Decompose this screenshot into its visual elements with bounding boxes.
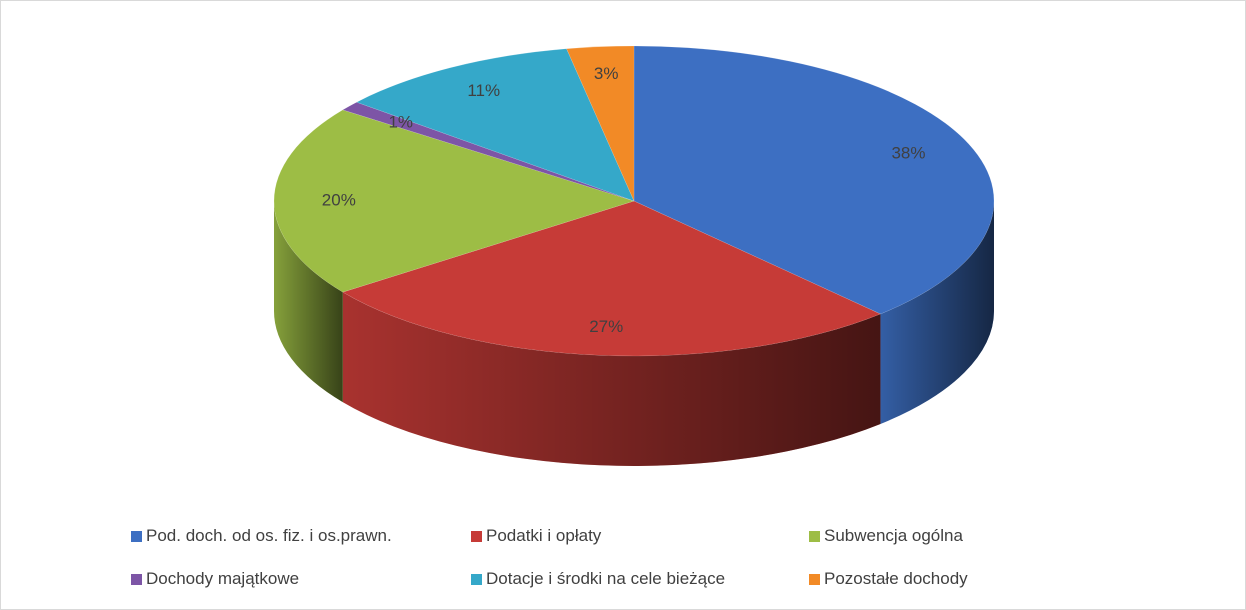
slice (566, 45, 635, 202)
legend-item: Dotacje i środki na cele bieżące (471, 569, 725, 589)
data-label: 27% (589, 317, 623, 336)
legend-swatch (471, 573, 482, 585)
slice (342, 200, 882, 357)
legend-label: Pod. doch. od os. fiz. i os.prawn. (146, 526, 392, 545)
legend-label: Podatki i opłaty (486, 526, 602, 545)
legend-item: Pozostałe dochody (809, 569, 968, 589)
legend-label: Dochody majątkowe (146, 569, 300, 588)
legend-label: Dotacje i środki na cele bieżące (486, 569, 726, 588)
slice-side-shade (274, 201, 343, 403)
data-label: 1% (388, 113, 413, 132)
slice (633, 45, 995, 315)
legend-item: Pod. doch. od os. fiz. i os.prawn. (131, 526, 392, 546)
legend-swatch (809, 530, 820, 542)
slice-side-shade (342, 292, 881, 466)
legend-item: Subwencja ogólna (809, 526, 963, 546)
legend-swatch (131, 530, 142, 542)
legend-item: Dochody majątkowe (131, 569, 299, 589)
legend-swatch (471, 530, 482, 542)
legend-item: Podatki i opłaty (471, 526, 601, 546)
slice (342, 101, 635, 202)
legend-label: Pozostałe dochody (824, 569, 968, 588)
data-label: 20% (322, 190, 356, 209)
data-label: 3% (594, 64, 619, 83)
slice (273, 109, 635, 293)
slice-side-shade (880, 201, 994, 424)
data-label: 11% (467, 81, 500, 100)
legend-swatch (809, 573, 820, 585)
data-label: 38% (891, 144, 925, 163)
legend-swatch (131, 573, 142, 585)
legend-label: Subwencja ogólna (824, 526, 963, 545)
slice (355, 48, 635, 202)
